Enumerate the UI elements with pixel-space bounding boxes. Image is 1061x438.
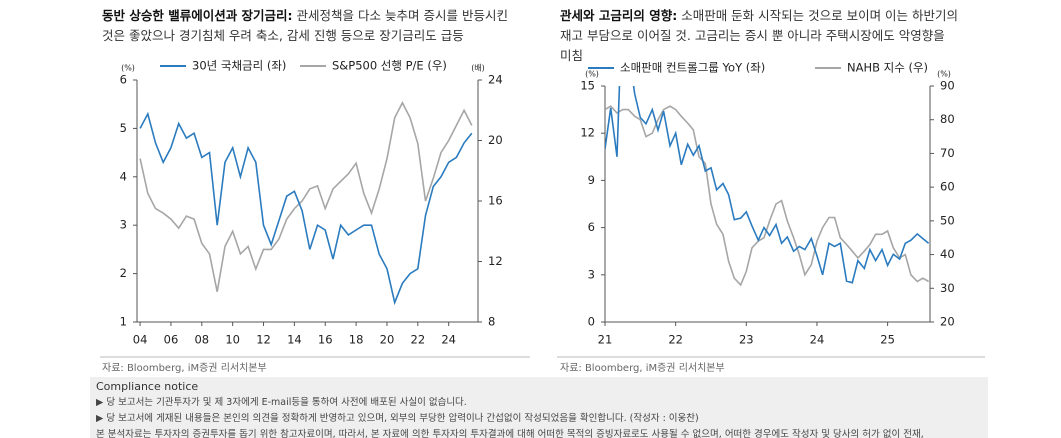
y-tick-label: 3 xyxy=(120,218,127,232)
y-tick-label: 12 xyxy=(580,126,595,140)
y2-tick-label: 70 xyxy=(940,146,955,160)
x-tick-label: 12 xyxy=(256,333,271,347)
series-line xyxy=(605,86,930,284)
y2-tick-label: 50 xyxy=(940,213,955,227)
y-tick-label: 15 xyxy=(580,79,595,93)
axis-unit: (%) xyxy=(585,70,599,79)
y-tick-label: 2 xyxy=(120,266,127,280)
y2-tick-label: 12 xyxy=(488,254,503,268)
x-tick-label: 22 xyxy=(411,333,426,347)
y2-tick-label: 90 xyxy=(940,79,955,93)
y2-tick-label: 16 xyxy=(488,194,503,208)
y2-tick-label: 20 xyxy=(488,133,503,147)
y-tick-label: 3 xyxy=(588,267,595,281)
legend-label: S&P500 선행 P/E (우) xyxy=(332,59,447,73)
x-tick-label: 23 xyxy=(739,333,754,347)
y-tick-label: 6 xyxy=(588,220,595,234)
legend-label: 소매판매 컨트롤그룹 YoY (좌) xyxy=(620,61,765,75)
axis-unit: (%) xyxy=(937,70,951,79)
series-line xyxy=(139,111,473,306)
source: 자료: Bloomberg, iM증권 리서치본부 xyxy=(560,363,725,374)
heading: 관세와 고금리의 영향: 소매판매 둔화 시작되는 것으로 보이며 이는 하반기… xyxy=(560,6,960,66)
series-line xyxy=(605,105,930,287)
compliance: Compliance notice ▶ 당 보고서는 기관투자가 및 제 3자에… xyxy=(90,377,988,438)
source: 자료: Bloomberg, iM증권 리서치본부 xyxy=(102,363,267,374)
y2-tick-label: 8 xyxy=(488,315,495,329)
y-tick-label: 9 xyxy=(588,173,595,187)
chart-title: 동반 상승한 밸류에이션과 장기금리: xyxy=(102,8,293,23)
x-tick-label: 24 xyxy=(810,333,825,347)
heading: 동반 상승한 밸류에이션과 장기금리: 관세정책을 다소 늦추며 증시를 반등시… xyxy=(102,6,522,46)
x-tick-label: 22 xyxy=(668,333,683,347)
y-tick-label: 1 xyxy=(120,315,127,329)
y2-tick-label: 30 xyxy=(940,281,955,295)
legend-label: NAHB 지수 (우) xyxy=(847,61,928,75)
chart-title: 관세와 고금리의 영향: xyxy=(560,8,678,23)
y-tick-label: 6 xyxy=(120,73,127,87)
x-tick-label: 24 xyxy=(441,333,456,347)
x-tick-label: 04 xyxy=(133,333,148,347)
compliance-line: ▶ 당 보고서에 게재된 내용들은 본인의 의견을 정확하게 반영하고 있으며,… xyxy=(96,413,699,424)
axis-unit: (배) xyxy=(471,64,485,73)
chart-subtitle: 소매판매 둔화 시작되는 것으로 보이며 이는 하반기의 재고 부담으로 이어질… xyxy=(560,8,959,63)
x-tick-label: 20 xyxy=(380,333,395,347)
y-tick-label: 0 xyxy=(588,315,595,329)
x-tick-label: 06 xyxy=(164,333,179,347)
compliance-line: ▶ 당 보고서는 기관투자가 및 제 3자에게 E-mail등을 통하여 사전에… xyxy=(96,397,467,408)
x-tick-label: 21 xyxy=(598,333,613,347)
x-tick-label: 10 xyxy=(225,333,240,347)
chart-subtitle: 관세정책을 다소 늦추며 증시를 반등시킨 것은 좋았으나 경기침체 우려 축소… xyxy=(102,8,508,43)
legend-label: 30년 국채금리 (좌) xyxy=(192,59,286,73)
x-tick-label: 14 xyxy=(287,333,302,347)
y2-tick-label: 60 xyxy=(940,180,955,194)
compliance-line: 본 분석자료는 투자자의 증권투자를 돕기 위한 참고자료이며, 따라서, 본 … xyxy=(96,429,924,438)
y2-tick-label: 80 xyxy=(940,112,955,126)
y2-tick-label: 40 xyxy=(940,247,955,261)
y2-tick-label: 24 xyxy=(488,73,503,87)
x-tick-label: 08 xyxy=(194,333,209,347)
y-tick-label: 5 xyxy=(120,121,127,135)
x-tick-label: 16 xyxy=(318,333,333,347)
x-tick-label: 18 xyxy=(349,333,364,347)
y-tick-label: 4 xyxy=(120,169,127,183)
axis-unit: (%) xyxy=(121,64,135,73)
x-tick-label: 25 xyxy=(880,333,895,347)
series-line xyxy=(139,100,473,292)
y2-tick-label: 20 xyxy=(940,315,955,329)
compliance-title: Compliance notice xyxy=(96,380,199,393)
